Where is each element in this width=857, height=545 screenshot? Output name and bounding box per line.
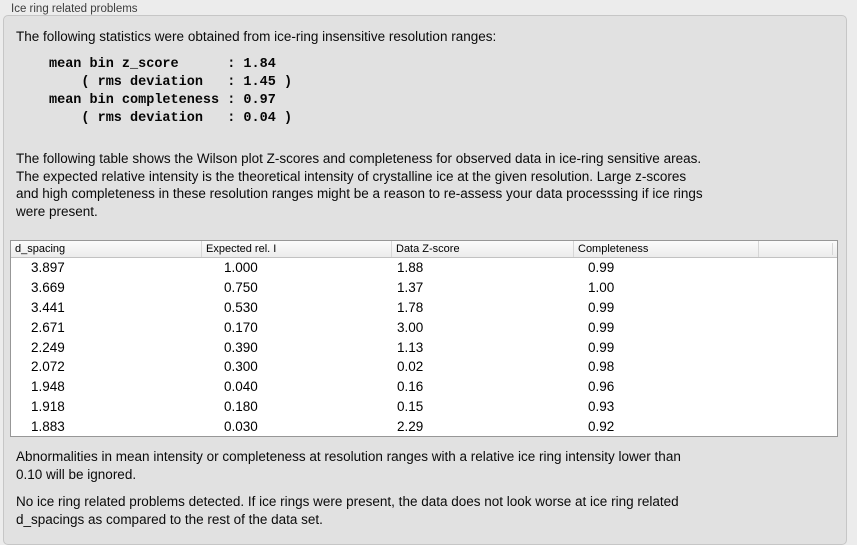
table-cell: 0.99 (588, 299, 615, 315)
column-header-d-spacing[interactable]: d_spacing (15, 243, 66, 255)
table-cell: 0.170 (224, 319, 258, 335)
table-cell: 0.030 (224, 418, 258, 434)
table-cell: 1.13 (397, 339, 424, 355)
footnote-text: Abnormalities in mean intensity or compl… (16, 449, 681, 482)
table-cell: 0.92 (588, 418, 615, 434)
table-cell: 2.249 (31, 339, 65, 355)
table-cell: 2.072 (31, 359, 65, 375)
table-cell: 1.88 (397, 260, 424, 276)
column-header-data-z-score[interactable]: Data Z-score (391, 241, 573, 257)
table-cell: 0.15 (397, 398, 424, 414)
table-cell: 0.93 (588, 398, 615, 414)
table-cell: 0.750 (224, 280, 258, 296)
table-cell: 3.669 (31, 280, 65, 296)
table-row[interactable]: 3.441 0.530 1.78 0.99 (11, 298, 837, 318)
table-cell: 0.180 (224, 398, 258, 414)
table-cell: 2.671 (31, 319, 65, 335)
table-row[interactable]: 1.948 0.040 0.16 0.96 (11, 377, 837, 397)
ice-ring-table-body: 3.897 1.000 1.88 0.99 3.669 0.750 1.37 1.00 3.44… (11, 258, 837, 436)
table-cell: 3.00 (397, 319, 424, 335)
table-row[interactable]: 2.072 0.300 0.02 0.98 (11, 357, 837, 377)
table-cell: 0.99 (588, 260, 615, 276)
table-cell: 0.99 (588, 339, 615, 355)
table-cell: 1.37 (397, 280, 424, 296)
table-cell: 3.441 (31, 299, 65, 315)
table-row[interactable]: 1.918 0.180 0.15 0.93 (11, 396, 837, 416)
column-header-expected-rel-i[interactable]: Expected rel. I (201, 241, 391, 257)
table-cell: 0.390 (224, 339, 258, 355)
table-row[interactable]: 3.897 1.000 1.88 0.99 (11, 258, 837, 278)
table-description-text: The following table shows the Wilson plo… (16, 151, 703, 220)
column-header-empty[interactable] (758, 241, 837, 257)
table-cell: 1.883 (31, 418, 65, 434)
table-cell: 0.99 (588, 319, 615, 335)
ice-ring-table: d_spacing Expected rel. I Data Z-score C… (10, 240, 838, 437)
table-row[interactable]: 2.249 0.390 1.13 0.99 (11, 337, 837, 357)
table-row[interactable]: 2.671 0.170 3.00 0.99 (11, 317, 837, 337)
column-header-completeness[interactable]: Completeness (573, 241, 758, 257)
table-cell: 0.16 (397, 379, 424, 395)
table-cell: 1.948 (31, 379, 65, 395)
table-cell: 0.040 (224, 379, 258, 395)
table-cell: 3.897 (31, 260, 65, 276)
table-cell: 1.918 (31, 398, 65, 414)
table-cell: 1.78 (397, 299, 424, 315)
ice-ring-statistics-block: mean bin z_score : 1.84 ( rms deviation … (49, 57, 293, 126)
table-cell: 0.300 (224, 359, 258, 375)
conclusion-text: No ice ring related problems detected. I… (16, 494, 679, 527)
table-cell: 1.000 (224, 260, 258, 276)
table-cell: 0.96 (588, 379, 615, 395)
table-cell: 2.29 (397, 418, 424, 434)
intro-text: The following statistics were obtained f… (16, 29, 497, 44)
panel-title: Ice ring related problems (11, 3, 138, 15)
table-cell: 0.530 (224, 299, 258, 315)
ice-ring-table-header: d_spacing Expected rel. I Data Z-score C… (11, 241, 837, 258)
table-row[interactable]: 3.669 0.750 1.37 1.00 (11, 278, 837, 298)
table-cell: 0.02 (397, 359, 424, 375)
table-cell: 1.00 (588, 280, 615, 296)
table-row[interactable]: 1.883 0.030 2.29 0.92 (11, 416, 837, 436)
table-cell: 0.98 (588, 359, 615, 375)
